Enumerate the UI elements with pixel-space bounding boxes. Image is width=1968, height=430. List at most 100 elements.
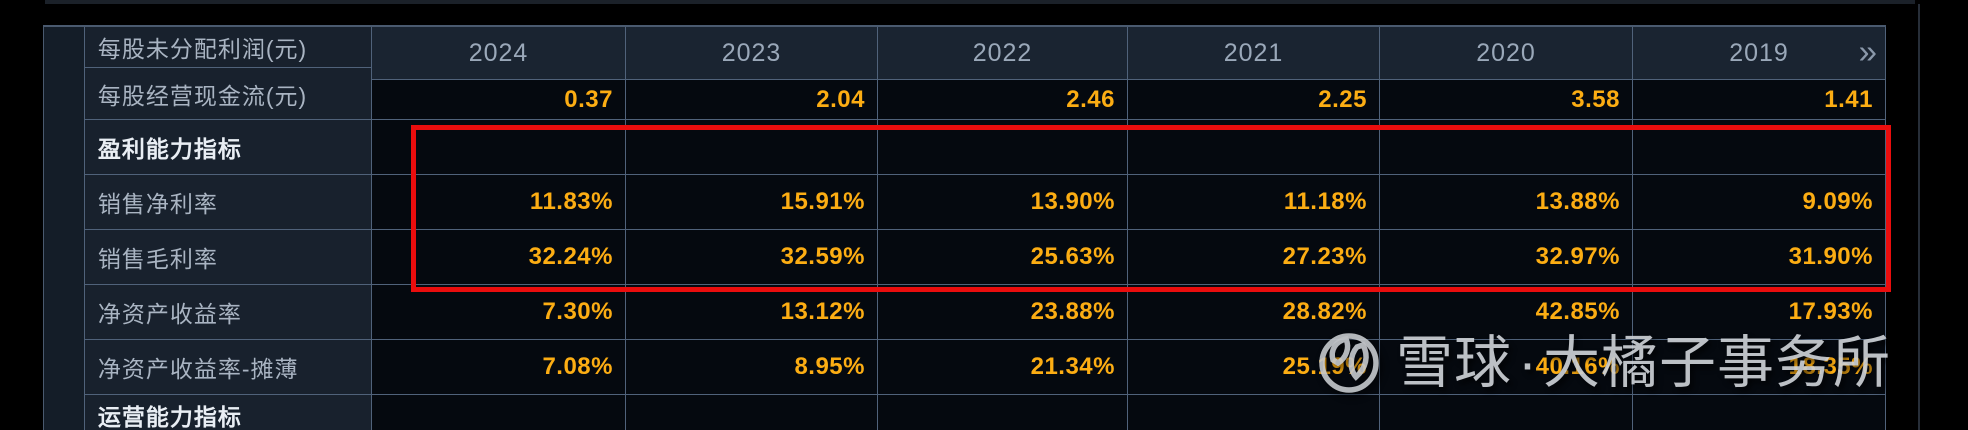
row-label-text: 销售毛利率 (97, 246, 218, 272)
value-text: 2.04 (816, 85, 865, 113)
row-label-text: 每股未分配利润(元) (97, 36, 308, 62)
value-cell: 42.85% (1380, 285, 1633, 340)
value-cell (1128, 395, 1380, 430)
year-label: 2021 (1223, 38, 1284, 67)
row-label-text: 净资产收益率 (97, 301, 242, 327)
row-label-text: 盈利能力指标 (97, 136, 242, 162)
value-cell (372, 395, 626, 430)
value-cell: 1.41 (1633, 80, 1886, 120)
value-text: 17.93% (1788, 298, 1873, 325)
value-text: 25.63% (1030, 243, 1115, 270)
value-text: 40.16% (1535, 353, 1620, 380)
value-cell: 11.18% (1128, 175, 1380, 230)
table-row (372, 395, 1886, 430)
value-text: 32.24% (528, 243, 613, 270)
value-text: 0.37 (564, 85, 613, 113)
value-grid: 2024 2023 2022 2021 2020 2019 » 0.37 2.04 2.46 2.… (372, 27, 1886, 430)
value-text: 23.88% (1030, 298, 1115, 325)
row-label-text: 运营能力指标 (97, 403, 242, 430)
value-cell: 32.59% (626, 230, 878, 285)
value-cell: 27.23% (1128, 230, 1380, 285)
value-cell (878, 395, 1128, 430)
value-cell: 23.88% (878, 285, 1128, 340)
year-label: 2024 (468, 38, 529, 67)
row-label-cell: 运营能力指标 (85, 395, 372, 430)
value-cell: 25.63% (878, 230, 1128, 285)
row-label-text: 每股经营现金流(元) (97, 82, 308, 109)
value-text: 13.12% (780, 298, 865, 325)
panel-edge-line (1918, 4, 1920, 430)
year-label: 2023 (721, 38, 782, 67)
value-cell: 2.04 (626, 80, 878, 120)
value-cell (626, 120, 878, 175)
value-cell: 13.90% (878, 175, 1128, 230)
row-label-cell: 每股经营现金流(元) (84, 68, 372, 120)
value-text: 13.90% (1030, 188, 1115, 215)
value-text: 32.97% (1535, 243, 1620, 270)
top-divider-bar (45, 0, 1915, 4)
value-cell (626, 395, 878, 430)
value-cell: 32.97% (1380, 230, 1633, 285)
value-cell (878, 120, 1128, 175)
value-text: 11.83% (529, 188, 613, 215)
value-cell: 8.95% (626, 340, 878, 395)
year-label: 2020 (1476, 38, 1536, 67)
value-cell: 7.30% (372, 285, 626, 340)
more-years-icon[interactable]: » (1858, 33, 1877, 71)
value-cell: 18.35% (1633, 340, 1886, 395)
value-cell: 13.88% (1380, 175, 1633, 230)
value-text: 18.35% (1788, 353, 1873, 380)
table-row: 32.24% 32.59% 25.63% 27.23% 32.97% 31.90% (372, 230, 1886, 285)
value-cell: 32.24% (372, 230, 626, 285)
value-cell: 25.19% (1128, 340, 1380, 395)
year-header-cell: 2021 (1128, 27, 1380, 80)
value-cell: 17.93% (1633, 285, 1886, 340)
value-text: 9.09% (1802, 188, 1873, 215)
value-cell: 11.83% (372, 175, 626, 230)
year-label: 2019 (1729, 38, 1789, 67)
row-label-cell: 净资产收益率-摊薄 (84, 340, 372, 395)
value-cell (1380, 395, 1633, 430)
year-header-row: 2024 2023 2022 2021 2020 2019 » (372, 27, 1886, 80)
table-row: 0.37 2.04 2.46 2.25 3.58 1.41 (372, 80, 1886, 120)
value-text: 25.19% (1282, 353, 1367, 380)
table-row: 7.08% 8.95% 21.34% 25.19% 40.16% 18.35% (372, 340, 1886, 395)
row-label-cell: 每股未分配利润(元) (84, 27, 372, 68)
value-cell (1633, 395, 1886, 430)
metric-label-column: 每股未分配利润(元) 每股经营现金流(元) 盈利能力指标 销售净利率销售毛利率净资产收… (84, 27, 372, 430)
value-text: 21.34% (1030, 353, 1115, 380)
year-header-cell: 2020 (1380, 27, 1633, 80)
value-cell: 0.37 (372, 80, 626, 120)
table-row: 7.30% 13.12% 23.88% 28.82% 42.85% 17.93% (372, 285, 1886, 340)
value-text: 1.41 (1824, 85, 1873, 113)
value-cell: 21.34% (878, 340, 1128, 395)
value-text: 7.08% (542, 353, 613, 380)
row-label-cell: 盈利能力指标 (84, 120, 372, 175)
pin-column (44, 27, 85, 430)
financial-metrics-table: 每股未分配利润(元) 每股经营现金流(元) 盈利能力指标 销售净利率销售毛利率净资产收… (43, 25, 1886, 430)
year-header-cell: 2022 (878, 27, 1128, 80)
value-cell: 31.90% (1633, 230, 1886, 285)
value-cell: 15.91% (626, 175, 878, 230)
year-header-cell: 2023 (626, 27, 878, 80)
value-cell (1633, 120, 1886, 175)
value-cell: 40.16% (1380, 340, 1633, 395)
value-cell (372, 120, 626, 175)
value-text: 7.30% (542, 298, 613, 325)
row-label-text: 销售净利率 (97, 191, 218, 217)
table-row (372, 120, 1886, 175)
value-cell: 2.25 (1128, 80, 1380, 120)
year-header-cell: 2024 (372, 27, 626, 80)
year-header-cell: 2019 » (1633, 27, 1886, 80)
value-text: 42.85% (1535, 298, 1620, 325)
value-cell: 7.08% (372, 340, 626, 395)
value-text: 27.23% (1282, 243, 1367, 270)
value-cell: 9.09% (1633, 175, 1886, 230)
row-label-cell: 净资产收益率 (84, 285, 372, 340)
value-text: 15.91% (780, 188, 865, 215)
value-text: 13.88% (1535, 188, 1620, 215)
value-cell: 3.58 (1380, 80, 1633, 120)
value-cell: 28.82% (1128, 285, 1380, 340)
value-text: 8.95% (794, 353, 865, 380)
